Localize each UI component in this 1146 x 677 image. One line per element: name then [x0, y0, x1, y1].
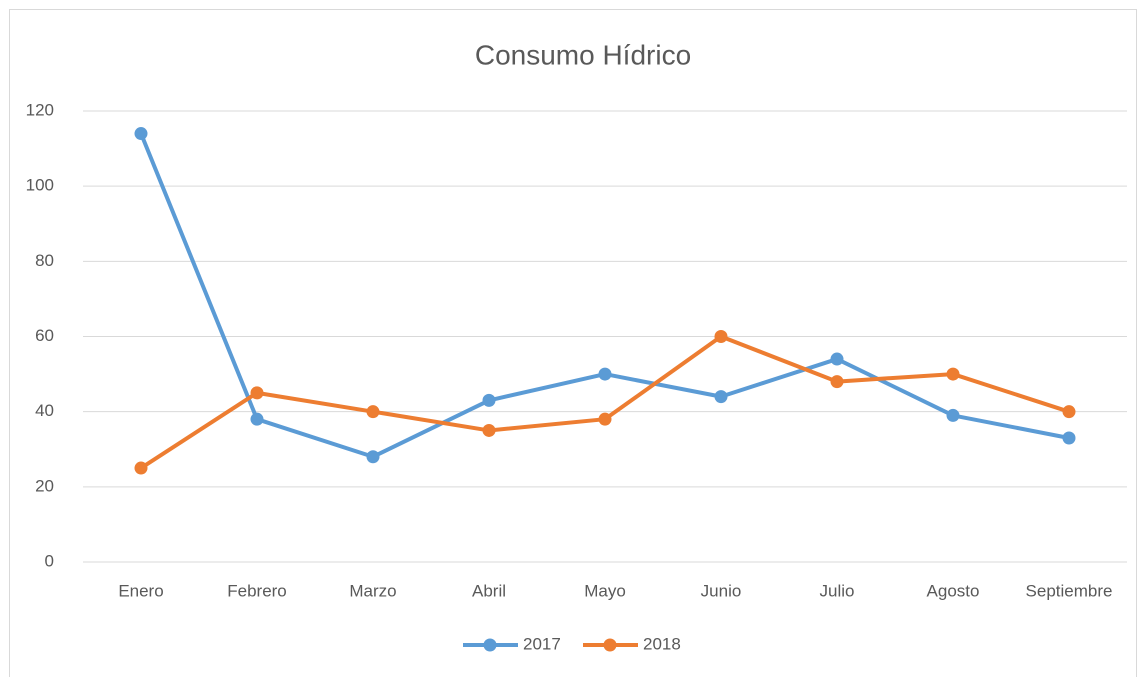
chart-title: Consumo Hídrico	[475, 39, 691, 70]
data-point	[946, 367, 960, 381]
data-point	[250, 386, 264, 400]
x-tick-label: Septiembre	[1026, 581, 1113, 600]
y-tick-label: 60	[35, 326, 54, 345]
data-point	[598, 367, 612, 381]
legend-marker	[603, 638, 617, 652]
x-tick-label: Abril	[472, 581, 506, 600]
y-tick-label: 0	[45, 551, 54, 570]
x-tick-label: Marzo	[349, 581, 396, 600]
data-point	[250, 412, 264, 426]
data-point	[714, 390, 728, 404]
x-tick-label: Julio	[820, 581, 855, 600]
legend-label: 2018	[643, 634, 681, 653]
data-point	[1062, 405, 1076, 419]
data-point	[482, 393, 496, 407]
y-tick-label: 40	[35, 401, 54, 420]
y-tick-label: 120	[26, 100, 54, 119]
legend-label: 2017	[523, 634, 561, 653]
x-tick-label: Enero	[118, 581, 163, 600]
chart-frame	[9, 9, 1137, 677]
data-point	[830, 375, 844, 389]
data-point	[134, 127, 148, 141]
data-point	[482, 423, 496, 437]
x-tick-label: Febrero	[227, 581, 287, 600]
data-point	[1062, 431, 1076, 445]
data-point	[830, 352, 844, 366]
x-tick-label: Agosto	[927, 581, 980, 600]
data-point	[598, 412, 612, 426]
y-tick-label: 80	[35, 251, 54, 270]
legend-marker	[483, 638, 497, 652]
data-point	[946, 408, 960, 422]
data-point	[714, 330, 728, 343]
data-point	[366, 450, 380, 464]
y-tick-label: 100	[26, 176, 54, 195]
x-tick-label: Mayo	[584, 581, 626, 600]
y-tick-label: 20	[35, 476, 54, 495]
data-point	[366, 405, 380, 419]
data-point	[134, 461, 148, 475]
x-tick-label: Junio	[701, 581, 742, 600]
